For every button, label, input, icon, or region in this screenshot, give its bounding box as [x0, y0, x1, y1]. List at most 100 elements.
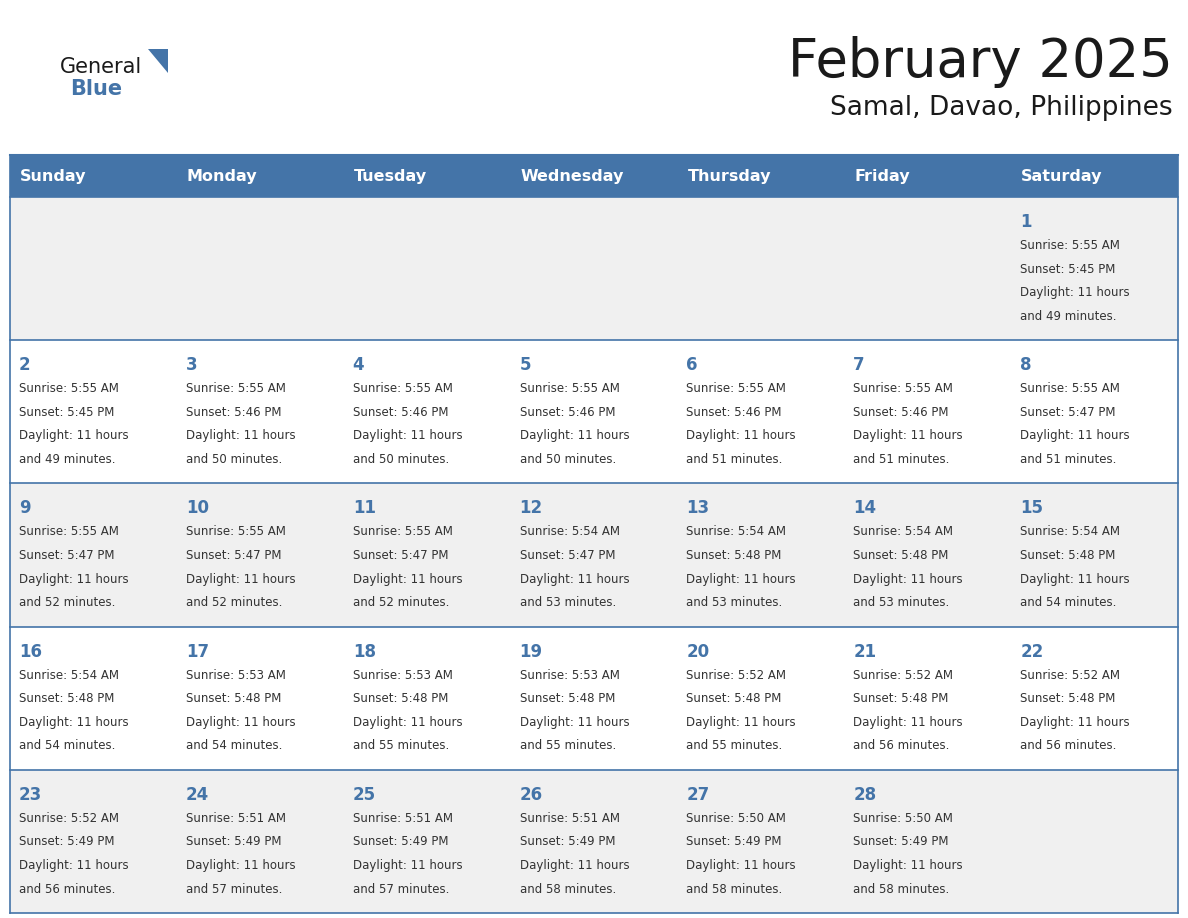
Text: Daylight: 11 hours: Daylight: 11 hours — [519, 859, 630, 872]
Text: 24: 24 — [185, 786, 209, 804]
Text: Sunrise: 5:51 AM: Sunrise: 5:51 AM — [519, 812, 620, 824]
Text: 4: 4 — [353, 356, 365, 375]
Text: 18: 18 — [353, 643, 375, 661]
Text: Samal, Davao, Philippines: Samal, Davao, Philippines — [830, 95, 1173, 121]
Bar — [10, 627, 1178, 770]
Text: Sunset: 5:46 PM: Sunset: 5:46 PM — [185, 406, 282, 419]
Bar — [677, 155, 845, 197]
Text: 17: 17 — [185, 643, 209, 661]
Text: and 51 minutes.: and 51 minutes. — [1020, 453, 1117, 466]
Text: 9: 9 — [19, 499, 31, 518]
Text: and 55 minutes.: and 55 minutes. — [687, 740, 783, 753]
Text: and 50 minutes.: and 50 minutes. — [353, 453, 449, 466]
Text: 19: 19 — [519, 643, 543, 661]
Text: Sunrise: 5:55 AM: Sunrise: 5:55 AM — [353, 382, 453, 396]
Text: and 57 minutes.: and 57 minutes. — [185, 883, 283, 896]
Text: 21: 21 — [853, 643, 877, 661]
Text: Sunset: 5:45 PM: Sunset: 5:45 PM — [19, 406, 114, 419]
Text: Daylight: 11 hours: Daylight: 11 hours — [853, 430, 963, 442]
Text: Daylight: 11 hours: Daylight: 11 hours — [519, 716, 630, 729]
Text: General: General — [61, 57, 143, 77]
Text: 13: 13 — [687, 499, 709, 518]
Text: Sunset: 5:46 PM: Sunset: 5:46 PM — [519, 406, 615, 419]
Text: Wednesday: Wednesday — [520, 169, 624, 184]
Text: Sunset: 5:49 PM: Sunset: 5:49 PM — [19, 835, 114, 848]
Text: Sunrise: 5:55 AM: Sunrise: 5:55 AM — [353, 525, 453, 538]
Text: Sunrise: 5:52 AM: Sunrise: 5:52 AM — [1020, 668, 1120, 681]
Text: and 55 minutes.: and 55 minutes. — [353, 740, 449, 753]
Text: 3: 3 — [185, 356, 197, 375]
Text: Daylight: 11 hours: Daylight: 11 hours — [853, 716, 963, 729]
Text: Sunrise: 5:54 AM: Sunrise: 5:54 AM — [687, 525, 786, 538]
Text: Daylight: 11 hours: Daylight: 11 hours — [353, 859, 462, 872]
Text: 14: 14 — [853, 499, 877, 518]
Text: 5: 5 — [519, 356, 531, 375]
Bar — [1011, 155, 1178, 197]
Text: Sunset: 5:47 PM: Sunset: 5:47 PM — [185, 549, 282, 562]
Text: and 55 minutes.: and 55 minutes. — [519, 740, 615, 753]
Text: and 53 minutes.: and 53 minutes. — [687, 597, 783, 610]
Text: Sunset: 5:45 PM: Sunset: 5:45 PM — [1020, 263, 1116, 275]
Text: Sunset: 5:48 PM: Sunset: 5:48 PM — [687, 692, 782, 705]
Text: and 56 minutes.: and 56 minutes. — [853, 740, 949, 753]
Text: 7: 7 — [853, 356, 865, 375]
Text: and 58 minutes.: and 58 minutes. — [519, 883, 615, 896]
Text: Daylight: 11 hours: Daylight: 11 hours — [687, 430, 796, 442]
Text: Sunset: 5:48 PM: Sunset: 5:48 PM — [519, 692, 615, 705]
Text: Sunset: 5:46 PM: Sunset: 5:46 PM — [853, 406, 949, 419]
Text: 15: 15 — [1020, 499, 1043, 518]
Text: Daylight: 11 hours: Daylight: 11 hours — [353, 573, 462, 586]
Text: Sunrise: 5:51 AM: Sunrise: 5:51 AM — [353, 812, 453, 824]
Text: Daylight: 11 hours: Daylight: 11 hours — [687, 716, 796, 729]
Text: 25: 25 — [353, 786, 375, 804]
Bar — [10, 770, 1178, 913]
Text: Sunset: 5:48 PM: Sunset: 5:48 PM — [185, 692, 282, 705]
Text: and 51 minutes.: and 51 minutes. — [687, 453, 783, 466]
Bar — [10, 484, 1178, 627]
Text: and 54 minutes.: and 54 minutes. — [1020, 597, 1117, 610]
Text: Sunday: Sunday — [20, 169, 87, 184]
Text: Sunrise: 5:52 AM: Sunrise: 5:52 AM — [853, 668, 953, 681]
Text: 23: 23 — [19, 786, 43, 804]
Text: Sunrise: 5:52 AM: Sunrise: 5:52 AM — [19, 812, 119, 824]
Polygon shape — [148, 49, 168, 73]
Text: Daylight: 11 hours: Daylight: 11 hours — [519, 573, 630, 586]
Bar — [10, 155, 177, 197]
Text: Sunrise: 5:50 AM: Sunrise: 5:50 AM — [687, 812, 786, 824]
Text: Daylight: 11 hours: Daylight: 11 hours — [1020, 286, 1130, 299]
Text: 2: 2 — [19, 356, 31, 375]
Text: Sunset: 5:46 PM: Sunset: 5:46 PM — [687, 406, 782, 419]
Text: and 58 minutes.: and 58 minutes. — [853, 883, 949, 896]
Text: 16: 16 — [19, 643, 42, 661]
Text: Sunrise: 5:54 AM: Sunrise: 5:54 AM — [1020, 525, 1120, 538]
Text: Sunset: 5:47 PM: Sunset: 5:47 PM — [519, 549, 615, 562]
Text: 11: 11 — [353, 499, 375, 518]
Text: Sunrise: 5:53 AM: Sunrise: 5:53 AM — [353, 668, 453, 681]
Text: Sunrise: 5:55 AM: Sunrise: 5:55 AM — [687, 382, 786, 396]
Text: Sunset: 5:48 PM: Sunset: 5:48 PM — [687, 549, 782, 562]
Text: Sunset: 5:49 PM: Sunset: 5:49 PM — [519, 835, 615, 848]
Bar — [10, 341, 1178, 484]
Text: 8: 8 — [1020, 356, 1031, 375]
Text: and 53 minutes.: and 53 minutes. — [853, 597, 949, 610]
Text: and 54 minutes.: and 54 minutes. — [185, 740, 283, 753]
Text: Daylight: 11 hours: Daylight: 11 hours — [853, 573, 963, 586]
Text: and 50 minutes.: and 50 minutes. — [185, 453, 282, 466]
Text: and 52 minutes.: and 52 minutes. — [185, 597, 283, 610]
Text: 26: 26 — [519, 786, 543, 804]
Text: Sunset: 5:49 PM: Sunset: 5:49 PM — [687, 835, 782, 848]
Bar — [10, 197, 1178, 341]
Text: Saturday: Saturday — [1022, 169, 1102, 184]
Text: Daylight: 11 hours: Daylight: 11 hours — [853, 859, 963, 872]
Text: Daylight: 11 hours: Daylight: 11 hours — [185, 573, 296, 586]
Text: and 49 minutes.: and 49 minutes. — [1020, 310, 1117, 323]
Text: Sunrise: 5:52 AM: Sunrise: 5:52 AM — [687, 668, 786, 681]
Text: Sunrise: 5:55 AM: Sunrise: 5:55 AM — [1020, 382, 1120, 396]
Text: Daylight: 11 hours: Daylight: 11 hours — [19, 573, 128, 586]
Text: 28: 28 — [853, 786, 877, 804]
Text: Sunset: 5:48 PM: Sunset: 5:48 PM — [853, 549, 949, 562]
Text: Friday: Friday — [854, 169, 910, 184]
Text: Daylight: 11 hours: Daylight: 11 hours — [185, 430, 296, 442]
Text: Sunrise: 5:55 AM: Sunrise: 5:55 AM — [519, 382, 619, 396]
Text: and 54 minutes.: and 54 minutes. — [19, 740, 115, 753]
